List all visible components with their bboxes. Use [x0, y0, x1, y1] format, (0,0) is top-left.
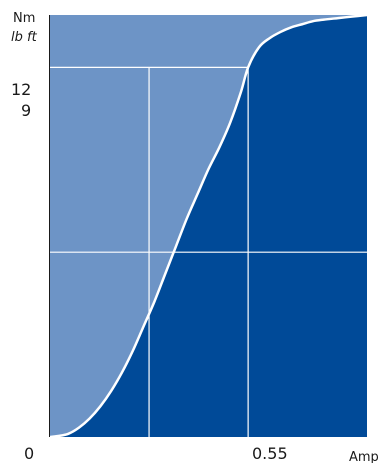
x-tick-label-055: 0.55 [252, 444, 288, 463]
grid-lines [50, 66, 367, 437]
x-tick-label-0: 0 [24, 444, 34, 463]
y-tick-label-12: 12 [11, 80, 31, 99]
y-tick-label-9: 9 [21, 101, 31, 120]
torque-curve [48, 13, 369, 439]
x-axis-unit-amp: Amp [349, 450, 379, 463]
y-axis-unit-lbft: lb ft [11, 30, 38, 45]
area-under-curve [50, 15, 367, 437]
y-axis-unit-nm: Nm [13, 11, 35, 26]
